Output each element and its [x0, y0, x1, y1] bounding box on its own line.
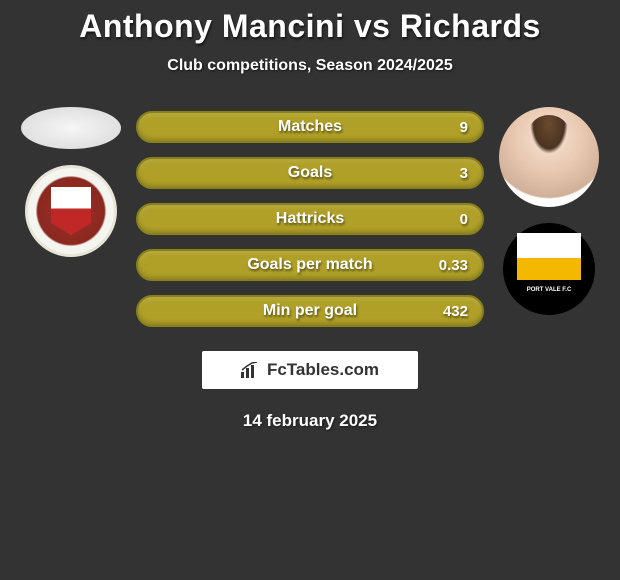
stat-value-right: 432	[443, 303, 468, 320]
stat-value-right: 9	[460, 119, 468, 136]
left-club-badge	[25, 165, 117, 257]
stat-label: Goals per match	[247, 256, 372, 274]
left-player-column	[16, 107, 126, 257]
branding-badge: FcTables.com	[202, 351, 418, 389]
subtitle: Club competitions, Season 2024/2025	[0, 57, 620, 75]
footer-date: 14 february 2025	[0, 411, 620, 431]
content-row: Matches 9 Goals 3 Hattricks 0 Goals per …	[0, 107, 620, 327]
stat-label: Min per goal	[263, 302, 357, 320]
page-title: Anthony Mancini vs Richards	[0, 8, 620, 45]
comparison-card: Anthony Mancini vs Richards Club competi…	[0, 0, 620, 431]
branding-text: FcTables.com	[267, 360, 379, 380]
right-club-badge	[503, 223, 595, 315]
stat-bar-hattricks: Hattricks 0	[136, 203, 484, 235]
stat-label: Hattricks	[276, 210, 344, 228]
stat-bar-matches: Matches 9	[136, 111, 484, 143]
stat-bar-goals-per-match: Goals per match 0.33	[136, 249, 484, 281]
right-player-avatar	[499, 107, 599, 207]
stats-bars: Matches 9 Goals 3 Hattricks 0 Goals per …	[136, 107, 484, 327]
stat-bar-min-per-goal: Min per goal 432	[136, 295, 484, 327]
stat-bar-goals: Goals 3	[136, 157, 484, 189]
chart-icon	[241, 362, 261, 378]
stat-value-right: 0	[460, 211, 468, 228]
stat-value-right: 0.33	[439, 257, 468, 274]
right-player-column	[494, 107, 604, 315]
stat-label: Goals	[288, 164, 332, 182]
left-player-avatar	[21, 107, 121, 149]
stat-value-right: 3	[460, 165, 468, 182]
stat-label: Matches	[278, 118, 342, 136]
